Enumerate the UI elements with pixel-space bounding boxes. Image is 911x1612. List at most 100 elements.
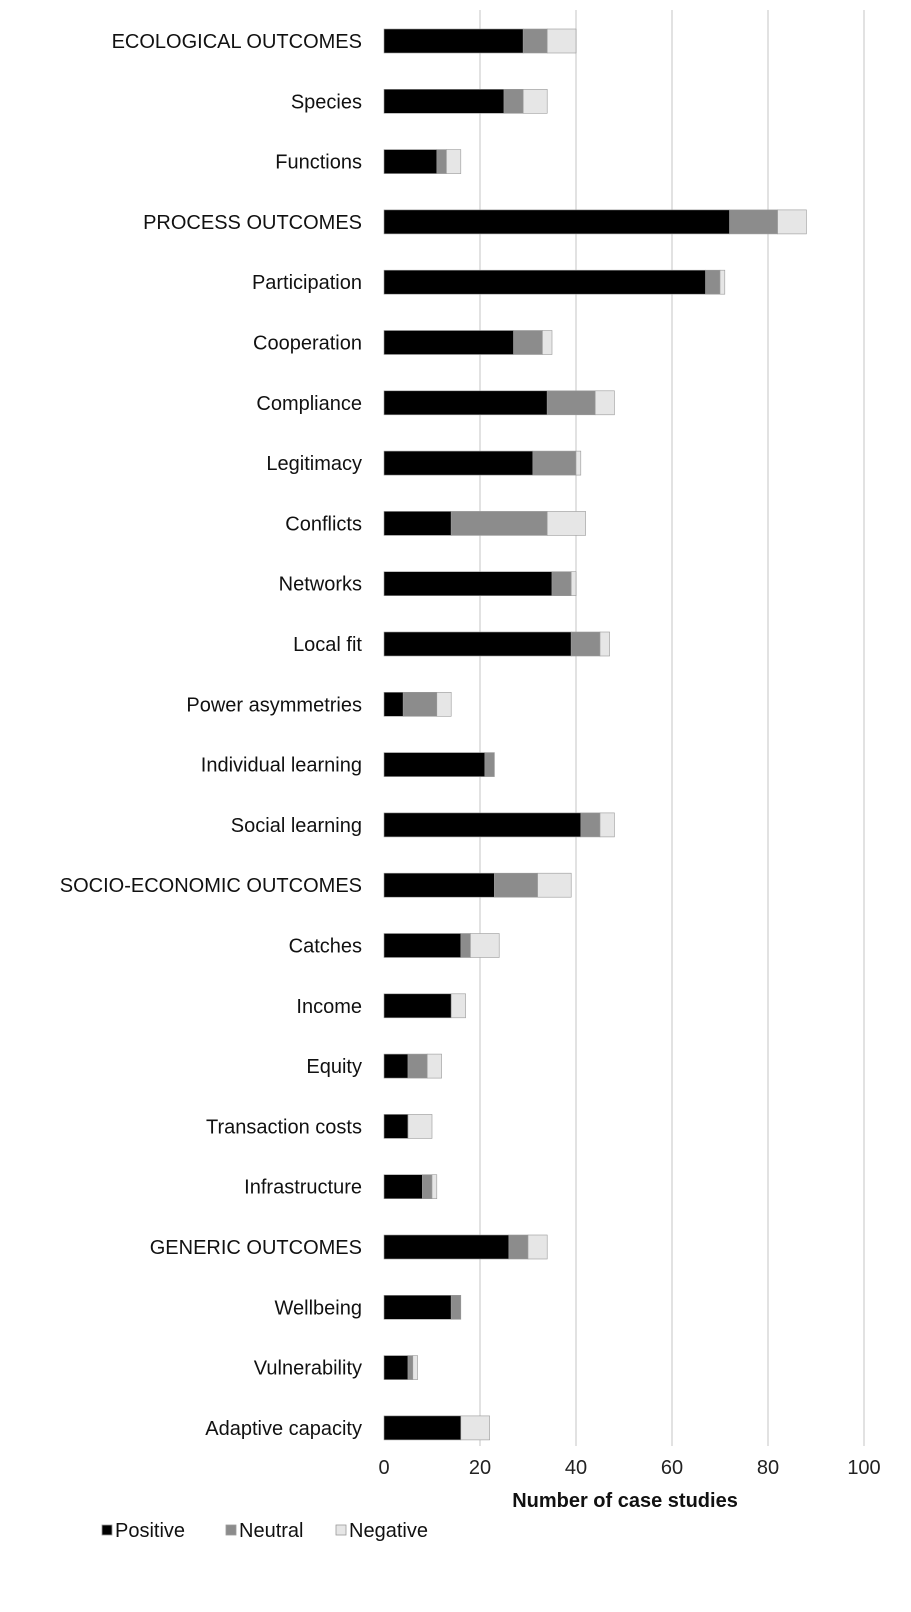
legend: Positive Neutral Negative <box>101 1520 428 1542</box>
category-label: Transaction costs <box>206 1116 362 1138</box>
bar-segment-neutral <box>546 390 596 416</box>
bar-segment-positive <box>383 28 524 54</box>
category-label: Equity <box>306 1056 362 1078</box>
bar-segment-negative <box>546 511 586 536</box>
bar-segment-positive <box>383 330 514 355</box>
bar-segment-neutral <box>729 209 778 235</box>
bar-segment-negative <box>570 571 577 597</box>
bar-segment-neutral <box>407 1053 428 1079</box>
bar-segment-neutral <box>580 812 601 838</box>
x-tick-label: 60 <box>661 1457 683 1479</box>
bar-segment-neutral <box>570 631 601 657</box>
bar-segment-positive <box>383 1415 462 1441</box>
bar-segment-neutral <box>513 330 543 355</box>
bar-segment-negative <box>431 1174 438 1199</box>
bars <box>383 28 807 1441</box>
category-label: Legitimacy <box>266 453 362 475</box>
bar-segment-positive <box>383 752 486 777</box>
bar-segment-neutral <box>450 511 548 536</box>
bar-segment-positive <box>383 1053 409 1079</box>
x-tick-label: 100 <box>847 1457 880 1479</box>
bar-segment-positive <box>383 631 572 657</box>
bar-segment-negative <box>446 149 462 174</box>
category-label: Income <box>296 996 362 1018</box>
bar-segment-neutral <box>494 872 538 898</box>
bar-segment-positive <box>383 1114 409 1139</box>
category-label: Compliance <box>256 393 362 415</box>
bar-segment-positive <box>383 571 553 597</box>
category-label: Participation <box>252 272 362 294</box>
bar-segment-negative <box>777 209 807 235</box>
bar-segment-negative <box>527 1234 548 1260</box>
bar-segment-positive <box>383 390 548 416</box>
category-label: Functions <box>275 152 362 174</box>
bar-segment-negative <box>599 812 615 838</box>
bar-segment-neutral <box>402 691 438 717</box>
category-label: Vulnerability <box>254 1358 362 1380</box>
category-label: Species <box>291 91 362 113</box>
legend-label-neutral: Neutral <box>239 1520 303 1542</box>
bar-segment-positive <box>383 993 452 1019</box>
bar-segment-positive <box>383 511 452 536</box>
category-label: Cooperation <box>253 333 362 355</box>
legend-swatch-neutral <box>225 1524 237 1536</box>
bar-segment-positive <box>383 450 534 476</box>
category-label: Conflicts <box>285 513 362 535</box>
bar-segment-negative <box>412 1355 418 1380</box>
category-label: Individual learning <box>201 755 362 777</box>
bar-segment-negative <box>594 390 615 416</box>
bar-segment-neutral <box>508 1234 529 1260</box>
bar-segment-positive <box>383 149 438 174</box>
bar-segment-neutral <box>705 269 721 295</box>
bar-segment-neutral <box>503 89 524 114</box>
category-label: Catches <box>289 936 362 958</box>
bar-segment-positive <box>383 872 495 898</box>
bar-segment-neutral <box>551 571 572 597</box>
legend-swatch-positive <box>101 1524 113 1536</box>
category-label: ECOLOGICAL OUTCOMES <box>112 31 362 53</box>
bar-segment-negative <box>546 28 577 54</box>
bar-segment-neutral <box>436 149 447 174</box>
bar-segment-negative <box>599 631 610 657</box>
x-tick-labels: 0 20 40 60 80 100 <box>378 1457 880 1479</box>
category-label: SOCIO-ECONOMIC OUTCOMES <box>60 875 362 897</box>
category-label: Wellbeing <box>275 1297 362 1319</box>
category-label: GENERIC OUTCOMES <box>150 1237 362 1259</box>
category-label: Networks <box>279 574 362 596</box>
bar-segment-negative <box>407 1114 433 1139</box>
bar-segment-positive <box>383 209 730 235</box>
bar-segment-negative <box>522 89 548 114</box>
bar-segment-positive <box>383 1295 452 1320</box>
bar-segment-neutral <box>422 1174 433 1199</box>
x-tick-label: 80 <box>757 1457 779 1479</box>
bar-segment-positive <box>383 1355 409 1380</box>
bar-segment-positive <box>383 933 462 958</box>
bar-segment-negative <box>719 269 726 295</box>
x-tick-label: 40 <box>565 1457 587 1479</box>
bar-segment-neutral <box>407 1355 414 1380</box>
bar-segment-positive <box>383 1174 423 1199</box>
bar-segment-negative <box>460 1415 490 1441</box>
bar-segment-positive <box>383 691 404 717</box>
bar-segment-negative <box>426 1053 442 1079</box>
bar-segment-positive <box>383 1234 510 1260</box>
bar-segment-positive <box>383 269 706 295</box>
bar-segment-neutral <box>522 28 548 54</box>
category-label: Local fit <box>293 634 362 656</box>
bar-segment-negative <box>542 330 553 355</box>
category-label: Power asymmetries <box>186 694 362 716</box>
x-tick-label: 20 <box>469 1457 491 1479</box>
bar-segment-negative <box>450 993 466 1019</box>
bar-segment-negative <box>575 450 582 476</box>
bar-segment-neutral <box>450 1295 462 1320</box>
category-labels: ECOLOGICAL OUTCOMES Species Functions PROCE… <box>60 31 363 1440</box>
bar-segment-neutral <box>484 752 495 777</box>
bar-segment-negative <box>537 872 572 898</box>
legend-label-negative: Negative <box>349 1520 428 1542</box>
bar-segment-negative <box>470 933 500 958</box>
x-axis-title: Number of case studies <box>512 1490 738 1512</box>
gridlines <box>479 10 865 1446</box>
bar-segment-neutral <box>460 933 471 958</box>
category-label: Adaptive capacity <box>205 1418 362 1440</box>
